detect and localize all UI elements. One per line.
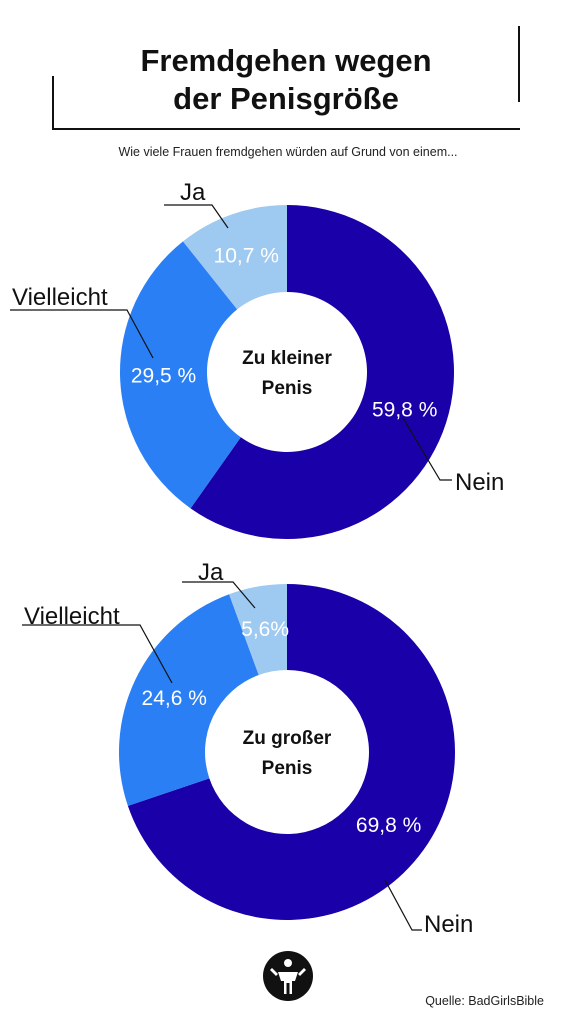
title-frame-right: [518, 26, 520, 102]
slice-value-label-vielleicht: 24,6 %: [142, 687, 207, 710]
category-label-vielleicht: Vielleicht: [24, 603, 120, 630]
slice-vielleicht: [119, 241, 241, 509]
brand-logo-icon: [262, 950, 314, 1002]
category-label-ja: Ja: [198, 559, 224, 586]
slice-value-label-nein: 69,8 %: [356, 814, 421, 837]
center-label-line-1: Zu großer: [243, 728, 332, 749]
slice-nein: [127, 584, 455, 921]
center-label-line-2: Penis: [262, 378, 313, 399]
donut-chart-1: 59,8 % Nein 29,5 % Vielleicht 10,7 % Ja Zu kle…: [10, 179, 504, 539]
slice-value-label-nein: 59,8 %: [372, 398, 437, 421]
slice-ja: [182, 205, 287, 310]
category-label-ja: Ja: [180, 179, 206, 206]
slice-ja: [229, 584, 287, 676]
category-label-nein: Nein: [424, 911, 473, 938]
title-box: Fremdgehen wegen der Penisgröße: [52, 26, 522, 130]
title-frame-bottom: [52, 128, 520, 130]
category-label-nein: Nein: [455, 469, 504, 496]
callout-line-ja: [164, 204, 229, 229]
slice-value-label-ja: 10,7 %: [214, 244, 279, 267]
title-frame-left: [52, 76, 54, 130]
source-label: Quelle: BadGirlsBible: [425, 994, 544, 1008]
slice-value-label-ja: 5,6%: [241, 618, 289, 641]
subtitle: Wie viele Frauen fremdgehen würden auf G…: [118, 145, 458, 159]
category-label-vielleicht: Vielleicht: [12, 284, 108, 311]
page-title: Fremdgehen wegen der Penisgröße: [52, 42, 520, 118]
donut-chart-2: 69,8 % Nein 24,6 % Vielleicht 5,6% Ja Zu große…: [22, 559, 473, 938]
callout-line-ja: [182, 581, 256, 609]
center-label-line-2: Penis: [262, 758, 313, 779]
slice-value-label-vielleicht: 29,5 %: [131, 364, 196, 387]
title-line-2: der Penisgröße: [173, 81, 399, 116]
slice-nein: [190, 205, 455, 539]
title-line-1: Fremdgehen wegen: [140, 43, 432, 78]
center-label-line-1: Zu kleiner: [242, 348, 332, 369]
slice-vielleicht: [119, 594, 259, 806]
callout-line-vielleicht: [22, 624, 173, 684]
callout-line-vielleicht: [10, 309, 154, 359]
callout-line-nein: [384, 879, 422, 931]
callout-line-nein: [402, 417, 452, 481]
